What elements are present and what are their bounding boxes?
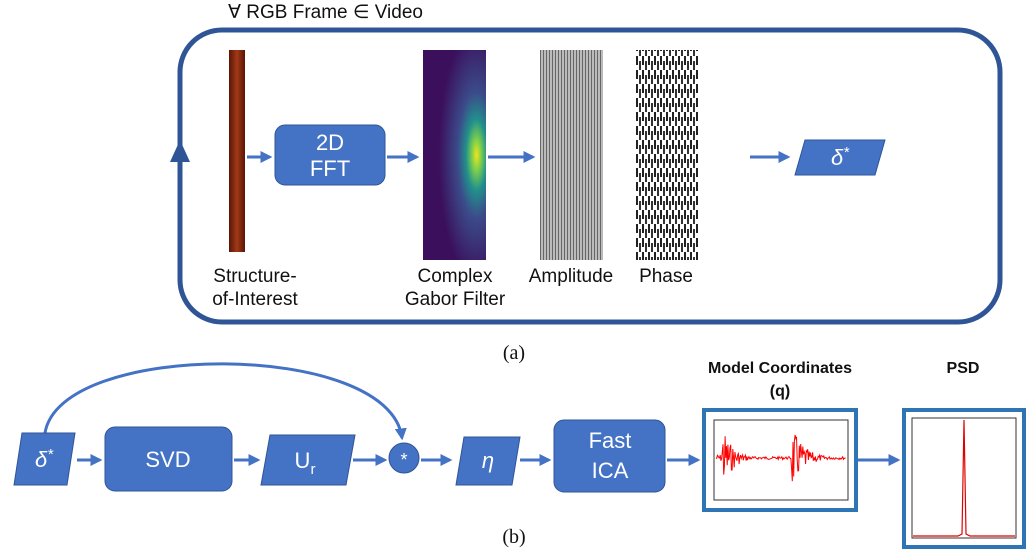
image-label: Amplitude [529, 266, 614, 287]
eta-text: η [482, 448, 494, 473]
model-title: Model Coordinates [708, 360, 852, 377]
model-title: (q) [770, 383, 790, 400]
image-label: Phase [639, 266, 693, 287]
psd-title: PSD [947, 360, 980, 377]
caption: (b) [502, 526, 525, 548]
svd-text: SVD [145, 447, 190, 472]
diagram: ∀ RGB Frame ∈ Video 2D FFT δ * Structure-… [0, 0, 1029, 552]
multiply-symbol: * [400, 450, 407, 470]
u-sub: r [310, 461, 315, 478]
structure-image [229, 50, 245, 252]
u-base: U [295, 448, 311, 473]
caption: (a) [503, 342, 525, 364]
gabor-image [423, 50, 486, 260]
ica-text: ICA [592, 458, 629, 483]
image-label: Complex [418, 266, 493, 287]
symbol: δ [35, 447, 48, 472]
ica-text: Fast [589, 428, 632, 453]
image-label: Gabor Filter [405, 289, 506, 310]
image-label: Structure- [213, 266, 296, 287]
loop-arrow [170, 140, 190, 162]
image-label: of-Interest [212, 289, 298, 310]
fft-text: FFT [310, 156, 350, 181]
amplitude-image [540, 50, 603, 260]
phase-image [635, 50, 698, 260]
loop-label: ∀ RGB Frame ∈ Video [228, 2, 423, 23]
fft-text: 2D [316, 130, 344, 155]
symbol: δ [831, 145, 844, 170]
